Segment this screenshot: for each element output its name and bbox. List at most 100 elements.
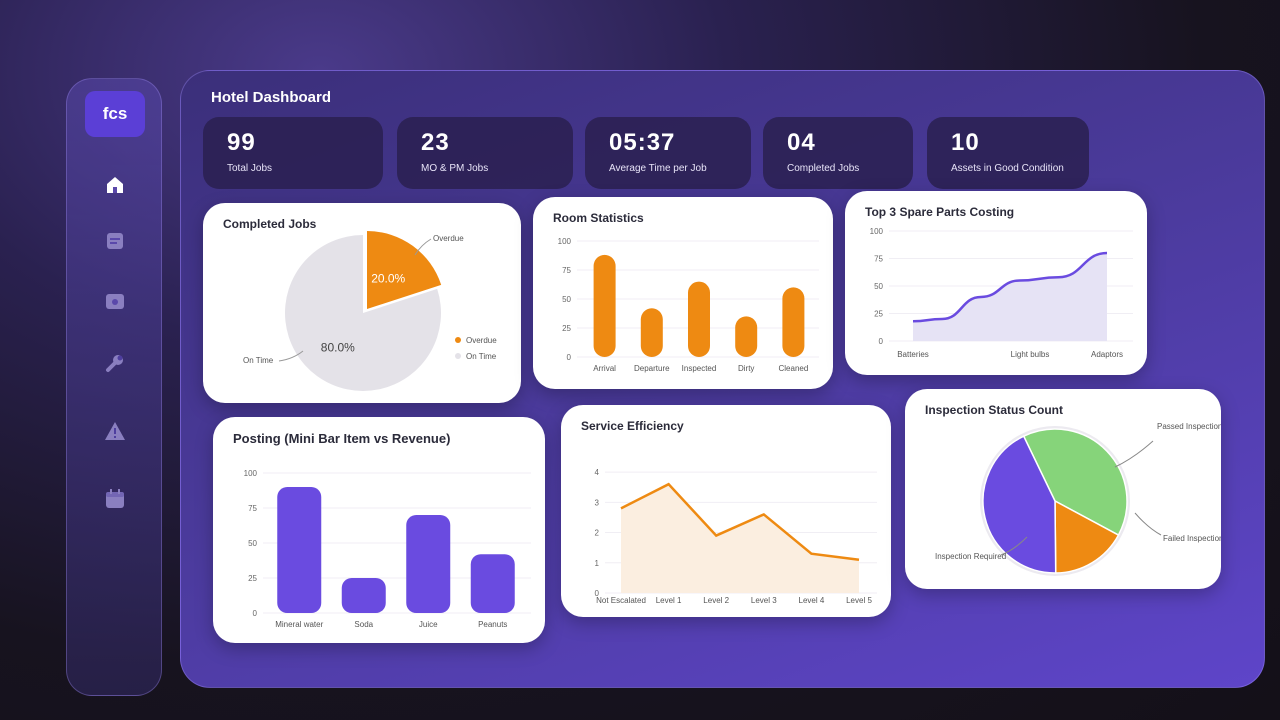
x-tick-label: Batteries xyxy=(897,350,929,359)
page-title: Hotel Dashboard xyxy=(211,89,332,106)
card-room-statistics: Room Statistics 0 25 50 75 100 Arrival Departu… xyxy=(533,197,833,389)
pie-callout-label: Failed Inspection xyxy=(1163,534,1221,543)
stat-label: Total Jobs xyxy=(227,163,273,174)
stat-value: 10 xyxy=(951,129,980,156)
legend-swatch xyxy=(455,353,461,359)
pie-slice-failed-inspection xyxy=(1054,499,1120,574)
bar xyxy=(470,554,515,613)
stat-mo-pm-jobs[interactable]: 23 MO & PM Jobs xyxy=(397,117,573,189)
callout-line xyxy=(278,350,304,362)
y-tick-label: 75 xyxy=(248,504,257,513)
y-tick-label: 25 xyxy=(248,574,257,583)
stat-completed-jobs[interactable]: 04 Completed Jobs xyxy=(763,117,913,189)
stat-value: 23 xyxy=(421,129,450,156)
x-tick-label: Light bulbs xyxy=(1011,350,1050,359)
stat-average-time[interactable]: 05:37 Average Time per Job xyxy=(585,117,751,189)
warning-icon[interactable] xyxy=(101,417,129,445)
wrench-icon[interactable] xyxy=(101,349,129,377)
pie-value-label: 80.0% xyxy=(321,341,355,355)
x-tick-label: Adaptors xyxy=(1091,350,1123,359)
bar xyxy=(341,578,386,613)
pie-callout-label: Overdue xyxy=(433,234,464,243)
card-completed-jobs: Completed Jobs 20.0% 80.0% Overdue On Time O… xyxy=(203,203,521,403)
x-tick-label: Level 3 xyxy=(751,596,777,605)
x-tick-label: Arrival xyxy=(593,364,616,373)
x-tick-label: Peanuts xyxy=(478,620,507,629)
chart-title: Top 3 Spare Parts Costing xyxy=(865,205,1015,219)
home-icon[interactable] xyxy=(101,171,129,199)
y-tick-label: 4 xyxy=(595,468,600,477)
folder-icon[interactable] xyxy=(101,287,129,315)
x-tick-label: Level 2 xyxy=(703,596,729,605)
stat-value: 99 xyxy=(227,129,256,156)
spare-parts-area-chart: 0 25 50 75 100 Batteries Light bulbs Adaptors xyxy=(870,227,1133,359)
x-tick-label: Mineral water xyxy=(275,620,323,629)
stat-assets-good[interactable]: 10 Assets in Good Condition xyxy=(927,117,1089,189)
series-line xyxy=(620,482,860,561)
x-tick-label: Inspected xyxy=(682,364,717,373)
pie-slice-inspection-required xyxy=(982,435,1057,574)
area-fill xyxy=(913,253,1107,341)
inspection-status-pie-chart: Passed Inspection Failed Inspection Inspec… xyxy=(935,422,1221,576)
y-tick-label: 0 xyxy=(253,609,258,618)
room-statistics-bar-chart: 0 25 50 75 100 Arrival Departure Inspected Dirty… xyxy=(558,237,819,373)
card-spare-parts-costing: Top 3 Spare Parts Costing 0 25 50 75 100 Batt… xyxy=(845,191,1147,375)
card-inspection-status: Inspection Status Count Passed Inspectio… xyxy=(905,389,1221,589)
x-tick-label: Level 1 xyxy=(656,596,682,605)
bar xyxy=(735,316,758,357)
stat-total-jobs[interactable]: 99 Total Jobs xyxy=(203,117,383,189)
stat-label: Assets in Good Condition xyxy=(951,163,1064,174)
document-icon[interactable] xyxy=(101,227,129,255)
service-efficiency-line-chart: 0 1 2 3 4 Not Escalated Level 1 Level 2 Level 3 L… xyxy=(595,468,877,605)
completed-jobs-pie-chart: 20.0% 80.0% Overdue On Time Overdue On Time xyxy=(243,231,497,391)
chart-title: Inspection Status Count xyxy=(925,403,1063,417)
x-tick-label: Departure xyxy=(634,364,670,373)
stat-label: Average Time per Job xyxy=(609,163,707,174)
y-tick-label: 3 xyxy=(595,498,600,507)
stat-value: 04 xyxy=(787,129,816,156)
chart-title: Service Efficiency xyxy=(581,419,684,433)
y-tick-label: 50 xyxy=(874,282,883,291)
pie-value-label: 20.0% xyxy=(371,271,405,285)
y-tick-label: 2 xyxy=(595,529,600,538)
bar xyxy=(406,515,451,613)
legend-swatch xyxy=(455,337,461,343)
pie-callout-label: Passed Inspection xyxy=(1157,422,1221,431)
bar xyxy=(688,281,710,357)
pie-callout-label: Inspection Required xyxy=(935,552,1006,561)
chart-title: Posting (Mini Bar Item vs Revenue) xyxy=(233,431,451,446)
bar xyxy=(593,254,616,357)
callout-line xyxy=(1134,512,1162,536)
y-tick-label: 100 xyxy=(244,469,258,478)
area-fill xyxy=(621,484,859,593)
sidebar: fcs xyxy=(66,78,162,696)
x-tick-label: Cleaned xyxy=(778,364,808,373)
bar xyxy=(277,487,322,613)
y-tick-label: 75 xyxy=(874,255,883,264)
y-tick-label: 0 xyxy=(595,589,600,598)
bar xyxy=(640,308,663,357)
fcs-logo[interactable]: fcs xyxy=(85,91,145,137)
legend-label: On Time xyxy=(466,352,497,361)
calendar-icon[interactable] xyxy=(101,485,129,513)
bar xyxy=(782,287,805,357)
y-tick-label: 100 xyxy=(870,227,884,236)
pie-callout-label: On Time xyxy=(243,356,274,365)
y-tick-label: 0 xyxy=(567,353,572,362)
y-tick-label: 50 xyxy=(562,295,571,304)
posting-bar-chart: 0 25 50 75 100 Mineral water Soda Juice Peanuts xyxy=(244,469,531,629)
legend-label: Overdue xyxy=(466,336,497,345)
y-tick-label: 25 xyxy=(562,324,571,333)
x-tick-label: Juice xyxy=(419,620,438,629)
y-tick-label: 50 xyxy=(248,539,257,548)
callout-line xyxy=(1114,440,1154,468)
callout-line xyxy=(1000,536,1028,556)
y-tick-label: 25 xyxy=(874,310,883,319)
pie-slice-overdue xyxy=(367,231,442,309)
dashboard-panel: Hotel Dashboard 99 Total Jobs 23 MO & PM… xyxy=(180,70,1265,688)
x-tick-label: Level 5 xyxy=(846,596,872,605)
stat-label: Completed Jobs xyxy=(787,163,860,174)
y-tick-label: 1 xyxy=(595,559,600,568)
x-tick-label: Soda xyxy=(354,620,373,629)
pie-slice-passed-inspection xyxy=(1022,428,1128,537)
